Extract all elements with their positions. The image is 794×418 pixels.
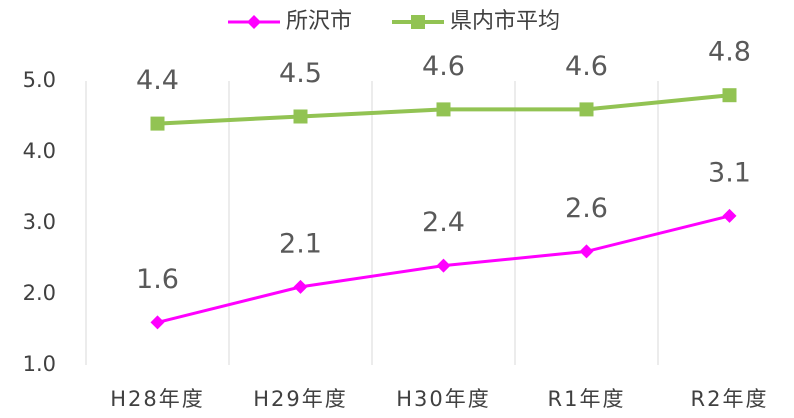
data-label: 2.4: [422, 207, 465, 238]
marker: [293, 279, 308, 294]
data-label: 3.1: [708, 157, 751, 188]
marker: [722, 88, 737, 103]
x-tick-label: R1年度: [548, 387, 626, 411]
y-tick-label: 3.0: [23, 210, 56, 234]
data-label: 2.6: [565, 193, 608, 224]
data-label: 4.5: [279, 58, 322, 89]
marker: [436, 258, 451, 273]
marker: [722, 208, 737, 223]
y-tick-label: 2.0: [23, 281, 56, 305]
data-label: 2.1: [279, 228, 322, 259]
y-tick-label: 4.0: [23, 139, 56, 163]
data-label: 4.6: [565, 51, 608, 82]
marker: [579, 102, 594, 117]
marker: [150, 116, 165, 131]
data-label: 1.6: [136, 264, 179, 295]
marker: [247, 15, 261, 29]
marker: [436, 102, 451, 117]
legend-label: 県内市平均: [450, 9, 560, 34]
data-label: 4.6: [422, 51, 465, 82]
y-tick-label: 5.0: [23, 68, 56, 92]
marker: [411, 15, 425, 29]
x-tick-label: R2年度: [691, 387, 769, 411]
data-label: 4.8: [708, 37, 751, 68]
marker: [579, 244, 594, 259]
data-label: 4.4: [136, 65, 179, 96]
marker: [293, 109, 308, 124]
x-tick-label: H30年度: [396, 387, 491, 411]
y-tick-label: 1.0: [23, 352, 56, 376]
legend-label: 所沢市: [286, 9, 352, 34]
x-tick-label: H28年度: [110, 387, 205, 411]
marker: [150, 315, 165, 330]
x-tick-label: H29年度: [253, 387, 348, 411]
